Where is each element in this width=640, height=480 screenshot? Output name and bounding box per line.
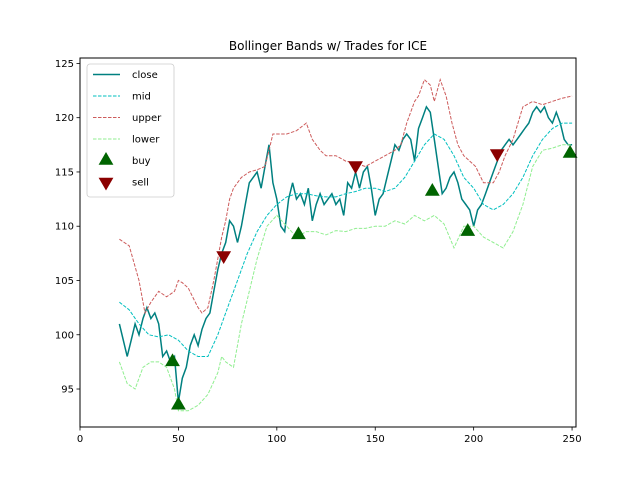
y-tick-label: 100 [55, 330, 74, 341]
legend: close mid upper lower buy sell [86, 63, 175, 198]
legend-label-buy: buy [132, 156, 151, 167]
series-line-upper [119, 78, 573, 315]
trade-marker-buy [562, 145, 578, 158]
chart-title: Bollinger Bands w/ Trades for ICE [229, 39, 427, 53]
y-tick-label: 110 [55, 222, 74, 233]
trade-marker-buy [460, 223, 476, 236]
legend-swatch-buy [98, 152, 114, 165]
y-tick-label: 125 [55, 59, 74, 70]
legend-label-mid: mid [132, 92, 151, 103]
axes: 0 50 100 150 200 250 95 100 105 110 115 120 125 [55, 59, 582, 445]
legend-label-sell: sell [132, 178, 149, 189]
trade-marker-sell [348, 161, 363, 174]
series-layer [118, 78, 573, 412]
trade-marker-sell [489, 149, 505, 163]
x-tick-label: 250 [563, 434, 582, 445]
trade-marker-buy [424, 182, 440, 196]
plot-frame [79, 57, 577, 428]
trade-marker-buy [171, 396, 186, 410]
x-tick-label: 50 [172, 434, 185, 445]
series-line-mid [119, 122, 573, 357]
y-tick-label: 115 [55, 167, 74, 178]
trade-marker-buy [291, 226, 306, 240]
series-line-lower [118, 144, 573, 412]
x-tick-label: 200 [464, 434, 483, 445]
y-tick-label: 105 [55, 276, 74, 287]
y-tick-label: 120 [55, 113, 74, 124]
x-tick-label: 0 [77, 434, 83, 445]
x-tick-label: 100 [267, 434, 286, 445]
trade-marker-sell [216, 251, 232, 265]
trade-markers [165, 145, 578, 410]
legend-label-lower: lower [132, 135, 160, 146]
x-tick-label: 150 [366, 434, 385, 445]
y-tick-label: 95 [61, 385, 74, 396]
series-line-close [118, 105, 573, 403]
legend-label-close: close [132, 70, 158, 81]
legend-label-upper: upper [132, 113, 162, 124]
legend-swatch-sell [98, 177, 114, 191]
trade-marker-buy [165, 353, 180, 367]
legend-box [86, 63, 175, 198]
